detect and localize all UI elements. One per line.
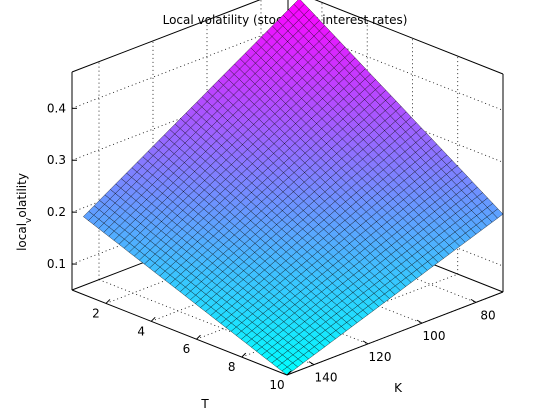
x-tick-mark (105, 299, 111, 304)
z-tick-label: 0.3 (47, 153, 66, 167)
y-tick-label: 80 (480, 308, 495, 322)
x-tick-label: 8 (228, 360, 236, 374)
x-tick-label: 10 (269, 378, 284, 392)
x-tick-mark (241, 352, 247, 358)
y-axis-label: K (394, 381, 403, 395)
grid-line-z-left-wall (71, 24, 289, 109)
y-tick-mark (416, 319, 423, 324)
grid-line-x-floor (241, 273, 458, 358)
grid-line-z-right-wall (287, 24, 504, 111)
y-tick-label: 120 (369, 350, 392, 364)
grid-line-y-floor (260, 217, 477, 303)
x-tick-mark (196, 334, 201, 340)
x-tick-mark (150, 316, 156, 322)
z-label-main: local (15, 223, 29, 251)
axis-top-edge-left (71, 0, 261, 73)
y-tick-label: 100 (423, 329, 446, 343)
x-axis-label: T (200, 397, 209, 411)
z-axis-label: localvolatility (15, 173, 34, 251)
grid-line-y-floor (206, 237, 423, 324)
grid-line-z-right-wall (287, 180, 504, 267)
grid-line-z-right-wall (287, 76, 504, 163)
x-tick-label: 6 (183, 342, 191, 356)
tick-marks: 2 4 6 8 10 80 100 120 140 0.1 0.2 0.3 0.4 (47, 101, 496, 392)
y-axis-line (286, 291, 504, 376)
z-label-sub: v (24, 217, 34, 223)
x-tick-label: 2 (92, 306, 100, 320)
y-tick-mark (362, 340, 369, 345)
y-tick-mark (470, 298, 477, 303)
z-tick-label: 0.1 (47, 257, 66, 271)
z-tick-label: 0.2 (47, 205, 66, 219)
surface-mesh (83, 0, 504, 376)
axis-lines (71, 289, 504, 376)
axis-top-edge-right (314, 0, 504, 75)
x-axis-line (71, 289, 288, 376)
z-tick-label: 0.4 (47, 101, 66, 115)
z-label-rest: olatility (15, 173, 29, 218)
x-tick-mark (286, 370, 292, 376)
x-tick-label: 4 (137, 324, 145, 338)
surface-patch (492, 208, 504, 219)
y-tick-label: 140 (315, 371, 338, 385)
y-tick-mark (308, 361, 315, 366)
